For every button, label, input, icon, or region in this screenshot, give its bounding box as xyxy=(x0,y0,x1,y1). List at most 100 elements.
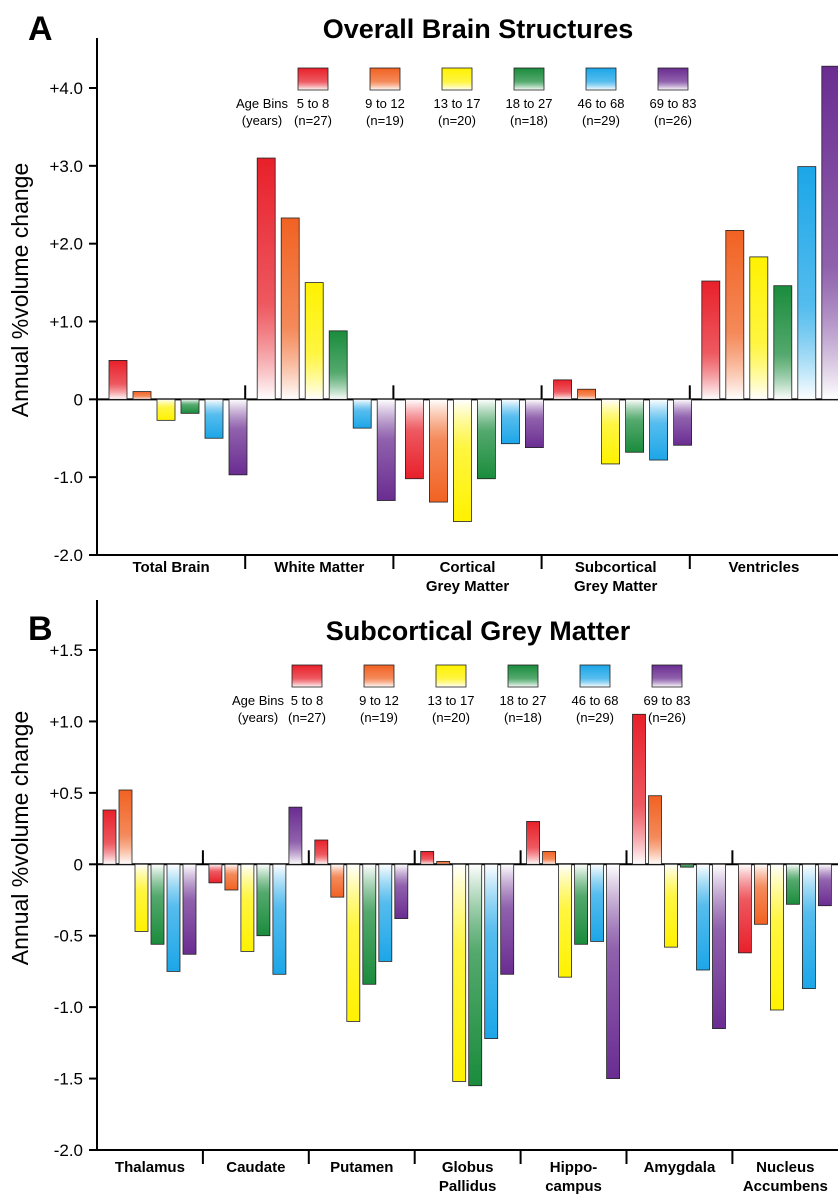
panel-a-legend-heading: (years) xyxy=(242,113,282,128)
panel-b-bar xyxy=(150,863,165,945)
panel-b-legend-label: 9 to 12 xyxy=(359,693,399,708)
panel-b-bar xyxy=(712,863,726,1029)
panel-b-legend-label: 46 to 68 xyxy=(572,693,619,708)
panel-b-bar xyxy=(754,863,768,925)
panel-b-bar xyxy=(240,863,255,952)
panel-b-legend-swatch xyxy=(363,664,395,688)
panel-a-bar xyxy=(108,360,128,400)
panel-b-bar xyxy=(346,863,361,1022)
panel-a-legend-label: 13 to 17 xyxy=(434,96,481,111)
panel-b-bar xyxy=(484,863,499,1039)
panel-a-legend-label: 18 to 27 xyxy=(506,96,553,111)
panel-b-bar xyxy=(378,863,393,962)
panel-b-bar xyxy=(558,863,572,978)
panel-b: B Subcortical Grey Matter Annual %volume… xyxy=(7,600,838,1195)
panel-a-bar xyxy=(649,398,668,461)
panel-b-bar xyxy=(738,863,752,954)
panel-a-bar xyxy=(821,65,838,400)
panel-b-category-label: Amygdala xyxy=(644,1159,716,1176)
panel-a-category-label: Total Brain xyxy=(132,559,209,576)
panel-a-legend-swatch xyxy=(513,67,545,91)
panel-b-bar xyxy=(500,863,515,975)
panel-a-category-label: Grey Matter xyxy=(426,578,510,595)
panel-b-legend-n: (n=19) xyxy=(360,710,398,725)
panel-b-bar xyxy=(526,821,540,865)
panel-b-legend-n: (n=29) xyxy=(576,710,614,725)
panel-b-y-tick-label: +0.5 xyxy=(49,784,83,803)
panel-b-bar xyxy=(436,861,451,865)
panel-b-category-label: Caudate xyxy=(226,1159,285,1176)
panel-a-legend-label: 5 to 8 xyxy=(297,96,330,111)
panel-a-bar xyxy=(352,398,372,429)
panel-a-y-tick-label: +4.0 xyxy=(49,79,83,98)
panel-b-bar xyxy=(786,863,800,905)
panel-a-legend-swatch xyxy=(657,67,689,91)
panel-b-bar xyxy=(664,863,678,948)
panel-b-y-axis-label: Annual %volume change xyxy=(7,711,33,965)
panel-a-title: Overall Brain Structures xyxy=(323,14,634,44)
panel-a-bar xyxy=(725,230,745,400)
panel-b-bar xyxy=(288,806,303,865)
panel-a-bar xyxy=(256,157,276,400)
panel-a-bar xyxy=(797,166,817,400)
panel-b-bar xyxy=(590,863,604,942)
panel-b-bar xyxy=(420,851,435,865)
panel-a-category-label: Subcortical xyxy=(575,559,657,576)
panel-a-bar xyxy=(228,398,248,476)
panel-b-legend-n: (n=20) xyxy=(432,710,470,725)
panel-b-bar xyxy=(224,863,239,891)
panel-b-bar xyxy=(452,863,467,1082)
panel-a-y-tick-label: -2.0 xyxy=(54,546,83,565)
panel-a-bar xyxy=(577,388,596,400)
panel-b-category-label: Hippo- xyxy=(550,1159,597,1176)
panel-b-category-label: Nucleus xyxy=(756,1159,814,1176)
panel-a-bar xyxy=(625,398,644,453)
panel-b-legend-n: (n=18) xyxy=(504,710,542,725)
panel-b-legend-label: 18 to 27 xyxy=(500,693,547,708)
panel-a-legend-label: 69 to 83 xyxy=(650,96,697,111)
panel-a: A Overall Brain Structures Annual %volum… xyxy=(7,10,838,595)
panel-b-legend-heading: (years) xyxy=(238,710,278,725)
panel-b-bar xyxy=(166,863,181,972)
panel-a-legend-n: (n=18) xyxy=(510,113,548,128)
panel-a-y-tick-label: +3.0 xyxy=(49,157,83,176)
panel-b-y-tick-label: 0 xyxy=(74,855,83,874)
panel-b-legend-label: 69 to 83 xyxy=(644,693,691,708)
panel-b-legend-label: 5 to 8 xyxy=(291,693,324,708)
panel-b-legend-label: 13 to 17 xyxy=(428,693,475,708)
panel-b-legend-swatch xyxy=(435,664,467,688)
panel-b-bar xyxy=(648,795,662,865)
panel-a-bar xyxy=(749,256,769,400)
panel-a-bar xyxy=(376,398,396,501)
panel-a-bar xyxy=(601,398,620,465)
panel-b-y-tick-label: -1.5 xyxy=(54,1070,83,1089)
panel-a-bar xyxy=(156,398,176,421)
panel-b-bar xyxy=(468,863,483,1087)
panel-b-bar xyxy=(256,863,271,937)
panel-a-legend-n: (n=27) xyxy=(294,113,332,128)
panel-a-legend-label: 46 to 68 xyxy=(578,96,625,111)
panel-b-category-label: Globus xyxy=(442,1159,494,1176)
panel-b-bar xyxy=(770,863,784,1011)
panel-b-bar xyxy=(330,863,345,898)
panel-b-y-tick-label: -2.0 xyxy=(54,1141,83,1160)
panel-a-bar xyxy=(328,330,348,400)
panel-a-legend-n: (n=26) xyxy=(654,113,692,128)
panel-a-legend-label: 9 to 12 xyxy=(365,96,405,111)
panel-b-legend-n: (n=27) xyxy=(288,710,326,725)
panel-b-bar xyxy=(102,809,117,865)
panel-a-y-tick-label: 0 xyxy=(74,390,83,409)
panel-b-legend-swatch xyxy=(507,664,539,688)
panel-b-bar xyxy=(362,863,377,985)
panel-a-legend-swatch xyxy=(441,67,473,91)
panel-a-bar xyxy=(304,282,324,400)
panel-b-bar xyxy=(272,863,287,975)
panel-b-title: Subcortical Grey Matter xyxy=(326,616,631,646)
panel-b-bar xyxy=(574,863,588,945)
panel-a-legend-swatch xyxy=(297,67,329,91)
panel-a-y-tick-label: -1.0 xyxy=(54,468,83,487)
panel-b-bar xyxy=(118,789,133,865)
panel-a-bar xyxy=(204,398,224,439)
panel-a-bar xyxy=(525,398,544,448)
